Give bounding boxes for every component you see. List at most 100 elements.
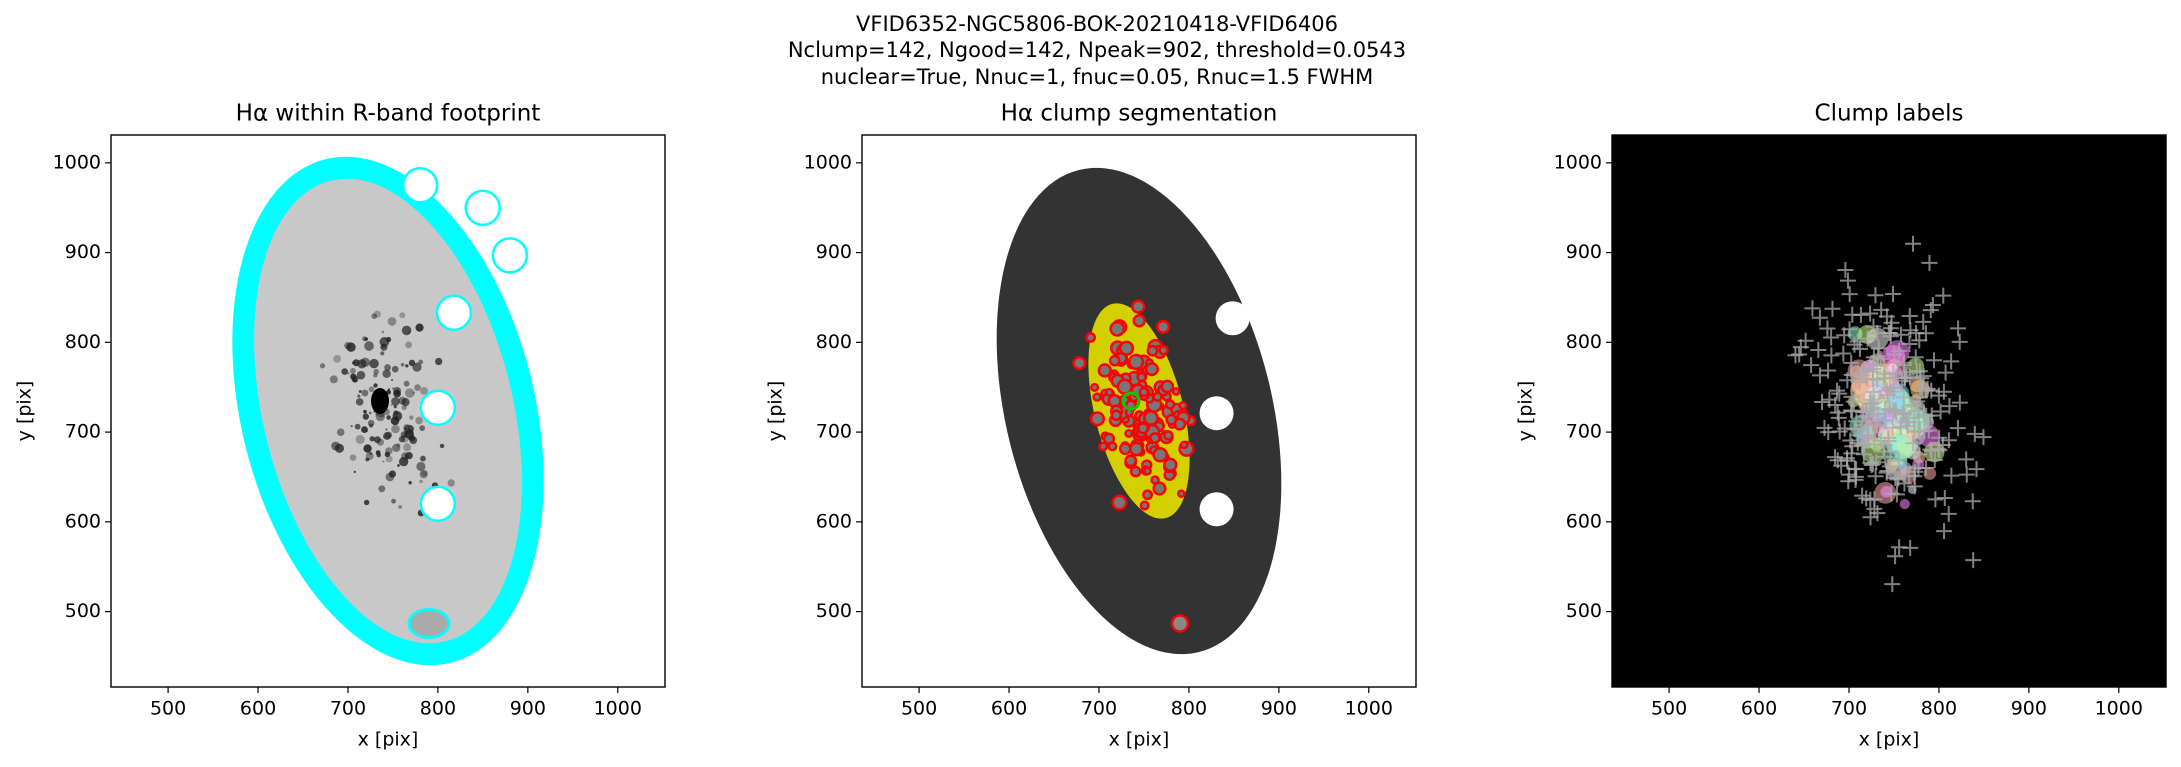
clump xyxy=(1160,379,1175,394)
emission xyxy=(391,397,400,406)
axes-frame xyxy=(1611,134,2167,688)
peak-marker xyxy=(1843,402,1860,419)
clump xyxy=(1131,299,1146,314)
peak-marker xyxy=(1924,296,1941,313)
emission xyxy=(369,423,374,428)
mask xyxy=(1271,243,1306,278)
peak-marker xyxy=(1908,325,1925,342)
clump xyxy=(1171,387,1181,396)
peak-marker xyxy=(1943,467,1960,484)
peak-marker xyxy=(1930,387,1947,404)
y-tick-label: 900 xyxy=(816,241,852,263)
peak-marker xyxy=(1810,341,1827,358)
peak-marker xyxy=(1823,347,1840,364)
emission xyxy=(408,434,416,442)
emission xyxy=(373,383,378,388)
emission xyxy=(390,378,394,382)
peak-marker xyxy=(1844,306,1861,323)
clump xyxy=(1163,430,1174,441)
clump xyxy=(1142,489,1153,501)
peak-marker xyxy=(1811,367,1828,384)
peak-marker xyxy=(1839,450,1856,467)
emission xyxy=(396,390,400,394)
clump xyxy=(1176,489,1186,498)
emission xyxy=(401,398,410,407)
peak-marker xyxy=(1865,416,1881,433)
peak-marker xyxy=(1873,301,1890,318)
y-tick-label: 1000 xyxy=(1554,151,1602,173)
peak-marker xyxy=(1888,369,1905,386)
peak-marker xyxy=(1892,419,1909,436)
emission xyxy=(439,443,445,449)
mask xyxy=(491,237,529,274)
peak-marker xyxy=(1846,336,1863,353)
y-tick-label: 500 xyxy=(65,600,101,622)
peak-marker xyxy=(1835,345,1852,362)
peak-marker xyxy=(1823,329,1840,346)
y-tick-label: 700 xyxy=(816,421,852,443)
x-tick-label: 600 xyxy=(240,698,276,720)
emission xyxy=(405,451,413,460)
emission xyxy=(362,413,370,420)
peak-marker xyxy=(1816,419,1833,436)
image-layer xyxy=(862,135,1416,687)
peak-marker xyxy=(1918,382,1935,399)
clump xyxy=(1144,362,1159,377)
emission xyxy=(364,337,368,341)
emission xyxy=(382,460,385,463)
emission xyxy=(399,312,406,319)
emission xyxy=(334,443,345,453)
emission xyxy=(412,391,415,395)
axes-frame xyxy=(861,134,1417,688)
peak-marker xyxy=(1884,576,1901,593)
emission xyxy=(355,398,364,406)
emission xyxy=(363,409,367,414)
peak-marker xyxy=(1931,429,1948,446)
clump xyxy=(1165,413,1178,426)
emission xyxy=(435,357,443,366)
clump xyxy=(1110,409,1123,421)
mask xyxy=(1199,396,1234,431)
emission xyxy=(390,403,393,406)
peak-marker xyxy=(1883,485,1900,502)
peak-marker xyxy=(1968,461,1985,478)
emission xyxy=(387,317,397,326)
emission xyxy=(398,504,403,509)
emission xyxy=(365,429,368,433)
x-tick-label: 1000 xyxy=(1345,698,1393,720)
clump xyxy=(1118,442,1132,456)
peak-marker xyxy=(1891,342,1908,359)
peak-marker xyxy=(1849,427,1866,444)
clump xyxy=(1158,345,1169,356)
clump xyxy=(1178,400,1188,411)
emission xyxy=(358,390,362,393)
clump xyxy=(1129,465,1142,478)
peak-marker xyxy=(1887,469,1904,486)
emission xyxy=(380,351,385,356)
x-tick-label: 600 xyxy=(1741,698,1777,720)
emission xyxy=(421,470,428,477)
peak-marker xyxy=(1935,287,1952,304)
emission xyxy=(447,479,455,487)
x-tick-label: 500 xyxy=(901,698,937,720)
peak-marker xyxy=(1854,367,1871,384)
label-region xyxy=(1891,436,1915,460)
peak-marker xyxy=(1895,389,1912,406)
clump xyxy=(1124,428,1134,439)
clump xyxy=(1097,363,1112,378)
peak-marker xyxy=(1940,432,1957,449)
axes-frame xyxy=(110,134,666,688)
emission xyxy=(408,359,416,367)
emission xyxy=(378,485,386,493)
emission xyxy=(392,443,401,452)
emission xyxy=(403,443,412,452)
peak-marker xyxy=(1868,417,1885,434)
peak-marker xyxy=(1941,398,1958,415)
emission xyxy=(375,450,381,456)
peak-marker xyxy=(1966,425,1983,442)
clump xyxy=(1109,320,1126,337)
peak-marker xyxy=(1906,423,1923,440)
peak-marker xyxy=(1882,443,1899,460)
peak-marker xyxy=(1951,394,1968,411)
emission xyxy=(368,411,372,415)
